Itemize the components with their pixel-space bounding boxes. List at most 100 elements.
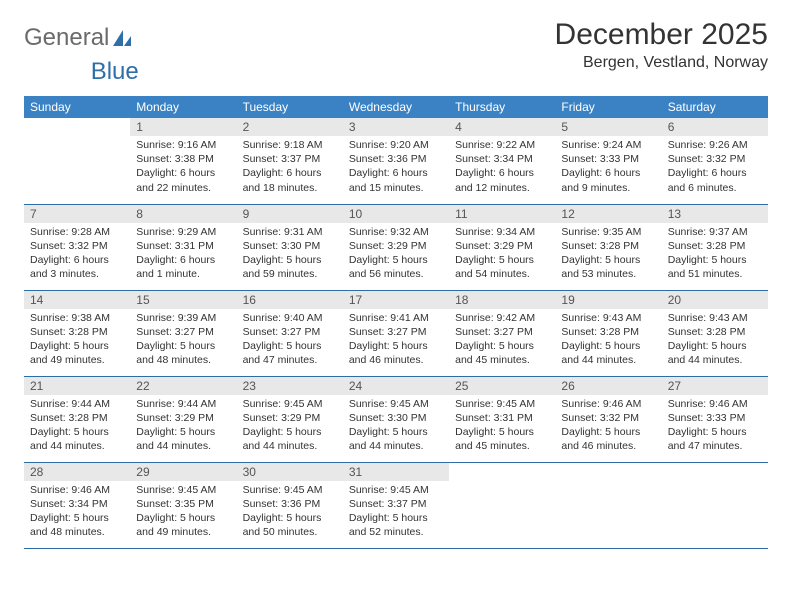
daylight-text: Daylight: 6 hours and 1 minute.: [136, 253, 230, 281]
sunset-text: Sunset: 3:27 PM: [455, 325, 549, 339]
sunrise-text: Sunrise: 9:46 AM: [30, 483, 124, 497]
day-body: Sunrise: 9:45 AMSunset: 3:36 PMDaylight:…: [237, 481, 343, 544]
daylight-text: Daylight: 5 hours and 44 minutes.: [561, 339, 655, 367]
sunset-text: Sunset: 3:35 PM: [136, 497, 230, 511]
calendar-week: 1Sunrise: 9:16 AMSunset: 3:38 PMDaylight…: [24, 118, 768, 204]
daylight-text: Daylight: 5 hours and 48 minutes.: [30, 511, 124, 539]
daylight-text: Daylight: 6 hours and 15 minutes.: [349, 166, 443, 194]
day-number: 1: [130, 118, 236, 136]
calendar-cell: 31Sunrise: 9:45 AMSunset: 3:37 PMDayligh…: [343, 462, 449, 548]
sunset-text: Sunset: 3:29 PM: [455, 239, 549, 253]
day-header: Wednesday: [343, 96, 449, 118]
sunset-text: Sunset: 3:29 PM: [136, 411, 230, 425]
logo-sail-icon: [111, 28, 133, 48]
day-number: 21: [24, 377, 130, 395]
sunset-text: Sunset: 3:34 PM: [455, 152, 549, 166]
daylight-text: Daylight: 5 hours and 51 minutes.: [668, 253, 762, 281]
day-number: 18: [449, 291, 555, 309]
calendar-cell: 18Sunrise: 9:42 AMSunset: 3:27 PMDayligh…: [449, 290, 555, 376]
sunset-text: Sunset: 3:36 PM: [243, 497, 337, 511]
daylight-text: Daylight: 5 hours and 45 minutes.: [455, 425, 549, 453]
calendar-cell: 7Sunrise: 9:28 AMSunset: 3:32 PMDaylight…: [24, 204, 130, 290]
sunset-text: Sunset: 3:37 PM: [349, 497, 443, 511]
day-body: Sunrise: 9:24 AMSunset: 3:33 PMDaylight:…: [555, 136, 661, 199]
day-body: Sunrise: 9:45 AMSunset: 3:29 PMDaylight:…: [237, 395, 343, 458]
sunset-text: Sunset: 3:29 PM: [243, 411, 337, 425]
day-body: Sunrise: 9:42 AMSunset: 3:27 PMDaylight:…: [449, 309, 555, 372]
calendar-week: 28Sunrise: 9:46 AMSunset: 3:34 PMDayligh…: [24, 462, 768, 548]
sunrise-text: Sunrise: 9:26 AM: [668, 138, 762, 152]
day-number: 14: [24, 291, 130, 309]
sunset-text: Sunset: 3:37 PM: [243, 152, 337, 166]
sunset-text: Sunset: 3:33 PM: [561, 152, 655, 166]
logo: General: [24, 24, 133, 52]
sunrise-text: Sunrise: 9:45 AM: [455, 397, 549, 411]
calendar-cell: [24, 118, 130, 204]
daylight-text: Daylight: 5 hours and 49 minutes.: [136, 511, 230, 539]
calendar-cell: 2Sunrise: 9:18 AMSunset: 3:37 PMDaylight…: [237, 118, 343, 204]
day-number: 30: [237, 463, 343, 481]
calendar-cell: [555, 462, 661, 548]
sunrise-text: Sunrise: 9:20 AM: [349, 138, 443, 152]
day-number: 17: [343, 291, 449, 309]
day-number: 23: [237, 377, 343, 395]
sunset-text: Sunset: 3:32 PM: [30, 239, 124, 253]
sunset-text: Sunset: 3:27 PM: [243, 325, 337, 339]
sunrise-text: Sunrise: 9:38 AM: [30, 311, 124, 325]
day-body: Sunrise: 9:18 AMSunset: 3:37 PMDaylight:…: [237, 136, 343, 199]
daylight-text: Daylight: 5 hours and 47 minutes.: [668, 425, 762, 453]
daylight-text: Daylight: 6 hours and 22 minutes.: [136, 166, 230, 194]
sunset-text: Sunset: 3:30 PM: [349, 411, 443, 425]
calendar-cell: 11Sunrise: 9:34 AMSunset: 3:29 PMDayligh…: [449, 204, 555, 290]
sunrise-text: Sunrise: 9:29 AM: [136, 225, 230, 239]
daylight-text: Daylight: 5 hours and 52 minutes.: [349, 511, 443, 539]
calendar-cell: 4Sunrise: 9:22 AMSunset: 3:34 PMDaylight…: [449, 118, 555, 204]
calendar-cell: 3Sunrise: 9:20 AMSunset: 3:36 PMDaylight…: [343, 118, 449, 204]
daylight-text: Daylight: 5 hours and 59 minutes.: [243, 253, 337, 281]
sunrise-text: Sunrise: 9:40 AM: [243, 311, 337, 325]
day-number: 26: [555, 377, 661, 395]
sunset-text: Sunset: 3:28 PM: [561, 325, 655, 339]
daylight-text: Daylight: 5 hours and 50 minutes.: [243, 511, 337, 539]
sunrise-text: Sunrise: 9:16 AM: [136, 138, 230, 152]
day-body: Sunrise: 9:31 AMSunset: 3:30 PMDaylight:…: [237, 223, 343, 286]
day-number: 20: [662, 291, 768, 309]
sunset-text: Sunset: 3:30 PM: [243, 239, 337, 253]
day-number: 5: [555, 118, 661, 136]
sunrise-text: Sunrise: 9:45 AM: [349, 397, 443, 411]
calendar-cell: [662, 462, 768, 548]
day-number: 25: [449, 377, 555, 395]
sunrise-text: Sunrise: 9:37 AM: [668, 225, 762, 239]
sunrise-text: Sunrise: 9:18 AM: [243, 138, 337, 152]
day-body: Sunrise: 9:45 AMSunset: 3:37 PMDaylight:…: [343, 481, 449, 544]
day-number: 12: [555, 205, 661, 223]
day-number: 22: [130, 377, 236, 395]
sunset-text: Sunset: 3:31 PM: [455, 411, 549, 425]
daylight-text: Daylight: 5 hours and 44 minutes.: [668, 339, 762, 367]
daylight-text: Daylight: 5 hours and 53 minutes.: [561, 253, 655, 281]
sunset-text: Sunset: 3:28 PM: [668, 325, 762, 339]
day-body: Sunrise: 9:40 AMSunset: 3:27 PMDaylight:…: [237, 309, 343, 372]
day-header: Sunday: [24, 96, 130, 118]
day-body: Sunrise: 9:46 AMSunset: 3:33 PMDaylight:…: [662, 395, 768, 458]
sunset-text: Sunset: 3:28 PM: [30, 411, 124, 425]
calendar-cell: 20 Sunrise: 9:43 AMSunset: 3:28 PMDayligh…: [662, 290, 768, 376]
calendar-cell: 24Sunrise: 9:45 AMSunset: 3:30 PMDayligh…: [343, 376, 449, 462]
sunset-text: Sunset: 3:27 PM: [349, 325, 443, 339]
calendar-week: 14Sunrise: 9:38 AMSunset: 3:28 PMDayligh…: [24, 290, 768, 376]
logo-text-blue: Blue: [91, 58, 139, 86]
day-body: Sunrise: 9:46 AMSunset: 3:32 PMDaylight:…: [555, 395, 661, 458]
day-number: 31: [343, 463, 449, 481]
day-number: 27: [662, 377, 768, 395]
sunset-text: Sunset: 3:31 PM: [136, 239, 230, 253]
daylight-text: Daylight: 6 hours and 9 minutes.: [561, 166, 655, 194]
calendar-cell: 28Sunrise: 9:46 AMSunset: 3:34 PMDayligh…: [24, 462, 130, 548]
calendar-cell: 9Sunrise: 9:31 AMSunset: 3:30 PMDaylight…: [237, 204, 343, 290]
sunrise-text: Sunrise: 9:28 AM: [30, 225, 124, 239]
calendar-cell: 12Sunrise: 9:35 AMSunset: 3:28 PMDayligh…: [555, 204, 661, 290]
sunrise-text: Sunrise: 9:41 AM: [349, 311, 443, 325]
daylight-text: Daylight: 6 hours and 3 minutes.: [30, 253, 124, 281]
day-number: 13: [662, 205, 768, 223]
sunrise-text: Sunrise: 9:43 AM: [668, 311, 762, 325]
day-number: 4: [449, 118, 555, 136]
